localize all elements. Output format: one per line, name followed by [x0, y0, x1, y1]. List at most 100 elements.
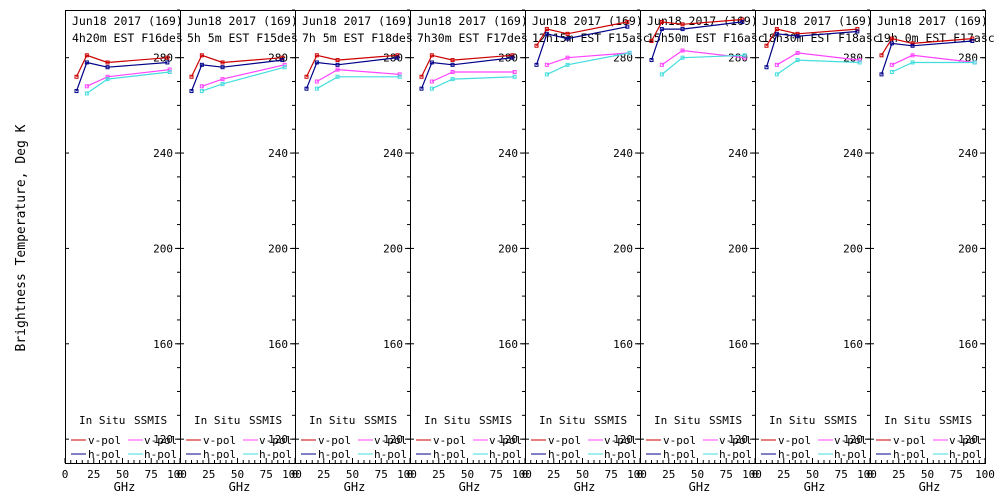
series-line-1 — [305, 54, 398, 78]
series-line-4 — [776, 59, 860, 75]
x-tick-label: 50 — [576, 468, 589, 481]
legend-in-situ-header: In Situ — [309, 414, 355, 427]
x-tick-label: 100 — [512, 468, 532, 481]
legend-ssmis-header: SSMIS — [939, 414, 972, 427]
data-point — [84, 91, 89, 96]
data-point — [889, 41, 894, 46]
panel-subtitle: 5h 5m EST F15des — [187, 31, 298, 45]
x-tick-label: 25 — [777, 468, 790, 481]
panel-title: Jun18 2017 (169) — [762, 14, 873, 28]
legend-label-ssmis-v: v-pol — [834, 434, 867, 447]
series-line-4 — [86, 71, 170, 94]
data-point — [970, 38, 975, 43]
data-point — [450, 62, 455, 67]
legend-label-ssmis-h: h-pol — [949, 448, 982, 461]
legend-label-in-situ-h: h-pol — [88, 448, 121, 461]
data-point — [220, 60, 225, 65]
x-tick-label: 75 — [605, 468, 618, 481]
y-tick-label: 160 — [843, 338, 863, 351]
data-point — [889, 36, 894, 41]
legend-label-ssmis-h: h-pol — [834, 448, 867, 461]
legend-label-in-situ-h: h-pol — [893, 448, 926, 461]
y-tick-label: 240 — [613, 147, 633, 160]
legend-label-in-situ-v: v-pol — [88, 434, 121, 447]
panel-data — [74, 53, 172, 96]
legend-label-ssmis-h: h-pol — [719, 448, 752, 461]
y-tick-label: 240 — [268, 147, 288, 160]
data-point — [742, 55, 747, 60]
data-point — [450, 77, 455, 82]
legend-label-ssmis-v: v-pol — [259, 434, 292, 447]
data-point — [680, 22, 685, 27]
legend-label-in-situ-v: v-pol — [663, 434, 696, 447]
y-tick-label: 160 — [958, 338, 978, 351]
legend-label-in-situ-v: v-pol — [893, 434, 926, 447]
legend-in-situ-header: In Situ — [654, 414, 700, 427]
x-tick-label: 50 — [231, 468, 244, 481]
data-point — [429, 86, 434, 91]
data-point — [280, 55, 285, 60]
x-tick-label: 75 — [375, 468, 388, 481]
data-point — [680, 48, 685, 53]
data-point — [282, 65, 287, 70]
series-line-3 — [431, 71, 515, 83]
x-tick-label: 75 — [950, 468, 963, 481]
data-point — [429, 53, 434, 58]
x-axis-label: GHz — [919, 480, 941, 494]
panel-title: Jun18 2017 (169) — [417, 14, 528, 28]
data-point — [910, 41, 915, 46]
data-point — [510, 53, 515, 58]
y-tick-label: 160 — [268, 338, 288, 351]
x-tick-label: 25 — [662, 468, 675, 481]
legend-label-in-situ-h: h-pol — [663, 448, 696, 461]
data-point — [199, 53, 204, 58]
panel-data — [419, 53, 517, 91]
series-line-1 — [75, 54, 168, 78]
x-tick-label: 50 — [806, 468, 819, 481]
x-axis-label: GHz — [574, 480, 596, 494]
legend-label-in-situ-v: v-pol — [318, 434, 351, 447]
series-line-1 — [190, 54, 283, 78]
data-point — [74, 74, 79, 79]
legend-ssmis-header: SSMIS — [709, 414, 742, 427]
panel-frame — [525, 10, 641, 464]
data-point — [740, 17, 745, 22]
series-line-3 — [661, 49, 745, 66]
data-point — [314, 60, 319, 65]
data-point — [84, 84, 89, 89]
panel-data — [304, 53, 402, 91]
panel-subtitle: 4h20m EST F16des — [72, 31, 183, 45]
chart-panel-7: Jun18 2017 (169) 18h30m EST F18asc 120 160 2… — [752, 9, 880, 494]
x-tick-label: 0 — [752, 468, 759, 481]
y-axis-label: Brightness Temperature, Deg K — [14, 124, 29, 351]
legend-ssmis-header: SSMIS — [249, 414, 282, 427]
series-line-3 — [776, 52, 860, 66]
series-line-1 — [650, 18, 743, 42]
data-point — [304, 74, 309, 79]
panel-subtitle: 12h15m EST F15asc — [532, 31, 650, 45]
series-line-2 — [650, 21, 743, 61]
panel-subtitle: 7h 5m EST F18des — [302, 31, 413, 45]
x-tick-label: 25 — [547, 468, 560, 481]
x-tick-label: 50 — [921, 468, 934, 481]
x-tick-label: 0 — [292, 468, 299, 481]
series-line-3 — [316, 68, 400, 83]
legend-ssmis-header: SSMIS — [134, 414, 167, 427]
y-tick-label: 160 — [498, 338, 518, 351]
y-tick-label: 120 — [268, 433, 288, 446]
y-tick-label: 240 — [728, 147, 748, 160]
data-point — [105, 65, 110, 70]
y-tick-label: 240 — [153, 147, 173, 160]
series-line-1 — [880, 37, 973, 56]
legend-label-ssmis-v: v-pol — [604, 434, 637, 447]
x-tick-label: 75 — [835, 468, 848, 481]
y-tick-label: 160 — [728, 338, 748, 351]
y-tick-label: 200 — [153, 242, 173, 255]
y-tick-label: 240 — [383, 147, 403, 160]
x-tick-label: 100 — [627, 468, 647, 481]
legend-label-ssmis-v: v-pol — [374, 434, 407, 447]
data-point — [855, 27, 860, 32]
series-line-1 — [535, 21, 628, 47]
series-line-4 — [201, 66, 285, 92]
